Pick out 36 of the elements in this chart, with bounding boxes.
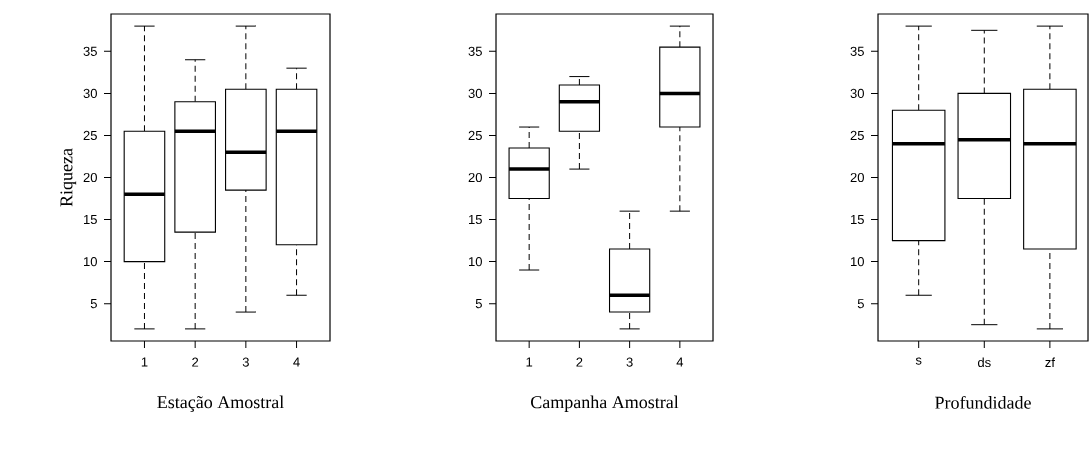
y-tick-label: 35	[850, 46, 864, 56]
y-tick-label: 10	[469, 257, 482, 267]
x-tick-label: ds	[977, 357, 991, 368]
y-tick-label: 10	[851, 257, 864, 267]
y-tick-label: 5	[857, 299, 864, 309]
x-axis-title: Estação Amostral	[157, 395, 284, 412]
y-tick-label: 15	[851, 215, 864, 225]
y-tick-label: 25	[468, 130, 482, 141]
y-tick-label: 30	[83, 88, 97, 98]
y-tick-label: 25	[850, 130, 864, 141]
x-tick-label: 4	[293, 357, 300, 367]
x-tick-label: 2	[192, 357, 199, 367]
x-tick-label: zf	[1045, 357, 1055, 367]
y-tick-label: 20	[850, 172, 864, 183]
y-tick-label: 30	[850, 88, 864, 98]
x-axis-title: Campanha Amostral	[531, 395, 679, 412]
y-tick-label: 30	[468, 88, 482, 98]
y-tick-label: 10	[84, 257, 97, 267]
x-tick-label: 1	[526, 357, 533, 367]
y-tick-label: 15	[469, 215, 482, 225]
x-tick-label: 3	[242, 357, 249, 367]
y-tick-label: 5	[475, 299, 482, 309]
x-tick-label: 4	[676, 357, 684, 367]
x-axis-title: Profundidade	[935, 395, 1031, 409]
x-tick-label: s	[915, 357, 922, 365]
y-tick-label: 20	[468, 172, 482, 183]
y-tick-label: 5	[90, 299, 97, 309]
x-tick-label: 1	[141, 357, 148, 367]
y-tick-label: 25	[83, 130, 97, 141]
y-axis-title: Riqueza	[60, 148, 77, 207]
x-tick-label: 2	[576, 357, 583, 367]
x-tick-label: 3	[626, 357, 633, 367]
y-tick-label: 20	[83, 172, 97, 183]
y-tick-label: 35	[83, 46, 97, 56]
y-tick-label: 35	[468, 46, 482, 56]
y-tick-label: 15	[84, 215, 97, 225]
